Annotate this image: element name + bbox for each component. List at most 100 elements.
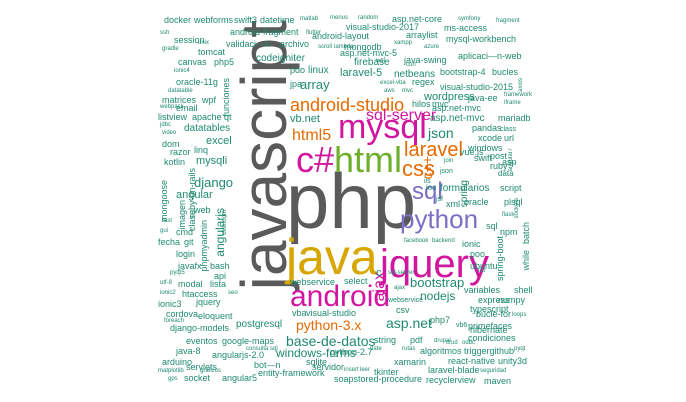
word-tkinter: tkinter [374,367,399,377]
word-triggergithub: triggergithub [464,346,515,356]
word-ajax-small: ajax [394,285,406,291]
word-bluetooth: bluetooth [222,210,228,235]
word-htaccess: htaccess [182,289,218,299]
word-webforms: webforms [194,15,234,25]
word-ruby: ruby [490,161,508,171]
word-while: while [521,250,531,271]
word-aplicacion-web: aplicaci—n-web [458,51,522,61]
word-azure: azure [424,44,440,50]
word-variables: variables [464,285,501,295]
word-express: express [478,295,510,305]
word-sqlite: sqlite [306,357,328,367]
word-git: git [184,237,194,247]
word-string: string [374,335,397,345]
word-linq: linq [194,145,209,155]
word-csharp: c# [296,139,335,180]
word-android: android [290,280,391,313]
word-bucle-for: bucle-for [476,309,512,319]
word-condiciones: condiciones [468,333,516,343]
word-fecha: fecha [158,237,181,247]
word-angular5: angular5 [222,373,258,383]
word-pdo: pdo [290,65,306,75]
word-facebook: facebook [404,238,429,244]
word-python: python [400,204,479,234]
word-jquery-small: jquery [196,297,221,307]
word-eloquent: eloquent [198,311,233,321]
word-json: json [428,125,454,141]
word-python-2-7: python-2.7 [330,347,373,357]
word-mongoose: mongoose [159,180,169,223]
word-archivo: archivo [280,39,310,49]
word-html5: html5 [292,127,332,144]
word-backend: backend [432,238,455,244]
word-django-models: django-models [170,323,230,333]
word-java-8: java-8 [176,346,201,356]
word-unix: unix [198,40,210,46]
word-canvas: canvas [178,57,207,67]
word-web: web [194,205,211,215]
word-post: post [490,151,508,161]
word-laravel-blade: laravel-blade [428,365,480,375]
word-modal: modal [178,279,203,289]
word-wordpress: wordpress [424,91,475,103]
word-sql-server: sql-server [366,107,437,124]
word-hilos: hilos [412,99,431,109]
word-spring-boot: spring-boot [495,236,505,282]
word-tomcat: tomcat [198,47,226,57]
word-boton: bot—n [254,360,281,370]
word-angular7: angular7 [508,148,514,172]
word-recyclerview: recyclerview [426,375,476,385]
word-servlets: servlets [186,362,218,372]
word-nodejs: nodejs [420,289,456,303]
word-email: email [176,103,198,113]
word-ssh: ssh [160,30,170,36]
word-date: date [370,346,382,352]
word-ubuntu: ubuntu [470,261,498,271]
word-pandas: pandas [472,123,502,133]
word-npm: npm [500,227,518,237]
word-video: video [162,130,177,136]
word-postgresql: postgresql [236,319,283,330]
word-javafx: javafx [178,261,202,271]
word-clase: clase [187,210,197,232]
word-python-3x: python-3.x [296,317,362,333]
word-vb-net: vb.net [290,113,320,125]
word-odbc: odbc [462,340,476,346]
word-matlab: matlab [300,16,319,22]
word-mvc-small: mvc [402,88,413,94]
word-bash: bash [210,261,230,271]
word-webservice-small: webservice [388,297,424,304]
word-excel: excel [206,135,232,147]
word-array: array [300,77,330,92]
word-php5: php5 [214,57,235,67]
word-google-maps: google-maps [222,336,275,346]
word-xamarin: xamarin [394,357,427,367]
word-base-de-datos: base-de-datos [286,333,376,349]
word-mariadb: mariadb [498,113,531,123]
word-apache: apache [192,112,222,122]
word-asp: asp [502,157,517,167]
word-pyqt: pyqt [514,346,526,352]
word-iis: iis [424,178,431,185]
word-rutas: rutas [402,346,416,352]
word-soapstored-procedure: soapstored-procedure [334,374,423,384]
word-funciones: funciones [221,78,231,117]
word-mongodb: mongodb [344,42,382,52]
word-poo: poo [470,249,486,259]
word-gps: gps [168,376,178,382]
word-scroll: scroll [318,44,333,50]
word-flask: flask [502,212,515,218]
word-lista: lista [210,279,227,289]
word-wpf: wpf [202,95,217,105]
word-ios: ios [426,183,437,192]
word-gradle: gradle [162,46,179,52]
word-menus: menus [330,15,349,21]
word-graficos: graficos [200,368,222,374]
word-regex: regex [412,77,435,87]
word-gui: gui [160,228,169,234]
word-matrices: matrices [162,95,197,105]
word-select: select [344,276,368,286]
word-imagen: imagen [177,200,187,230]
word-mvc: mvc [432,99,449,109]
